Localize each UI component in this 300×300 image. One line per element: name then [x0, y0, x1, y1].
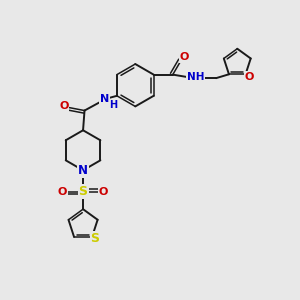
Text: S: S — [79, 185, 88, 198]
Text: O: O — [99, 187, 108, 196]
Text: O: O — [59, 101, 69, 111]
Text: N: N — [78, 164, 88, 177]
Text: O: O — [244, 72, 254, 82]
Text: O: O — [58, 187, 67, 196]
Text: H: H — [109, 100, 117, 110]
Text: NH: NH — [187, 72, 204, 82]
Text: O: O — [180, 52, 189, 62]
Text: N: N — [100, 94, 109, 104]
Text: S: S — [91, 232, 100, 245]
